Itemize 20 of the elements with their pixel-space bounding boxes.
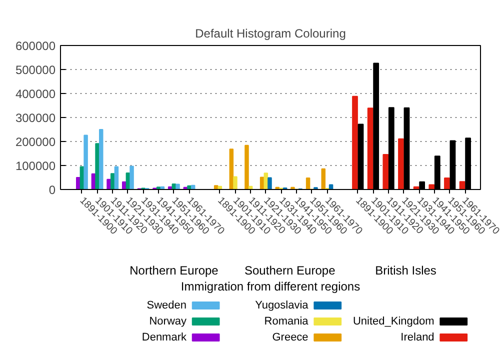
chart-title: Default Histogram Colouring (195, 26, 346, 40)
legend-label: Yugoslavia (255, 300, 310, 312)
y-tick-label: 300000 (15, 111, 56, 125)
legend-label: Norway (149, 316, 187, 328)
y-tick-label: 100000 (15, 159, 56, 173)
y-tick-label: 500000 (15, 63, 56, 77)
text: Northern Europe (130, 264, 219, 278)
y-tick-label: 200000 (15, 135, 56, 149)
legend-label: Greece (272, 332, 308, 344)
legend-label: United_Kingdom (352, 316, 434, 328)
y-tick-label: 0 (48, 183, 56, 197)
text: Southern Europe (244, 264, 336, 278)
legend-label: Sweden (146, 300, 187, 312)
x-axis-title: Immigration from different regions (180, 280, 360, 294)
legend-label: Romania (264, 316, 310, 328)
y-tick-label: 400000 (15, 87, 56, 101)
y-tick-label: 600000 (15, 39, 56, 53)
legend-label: Denmark (142, 332, 187, 344)
text: British Isles (375, 264, 436, 278)
legend-label: Ireland (400, 332, 434, 344)
